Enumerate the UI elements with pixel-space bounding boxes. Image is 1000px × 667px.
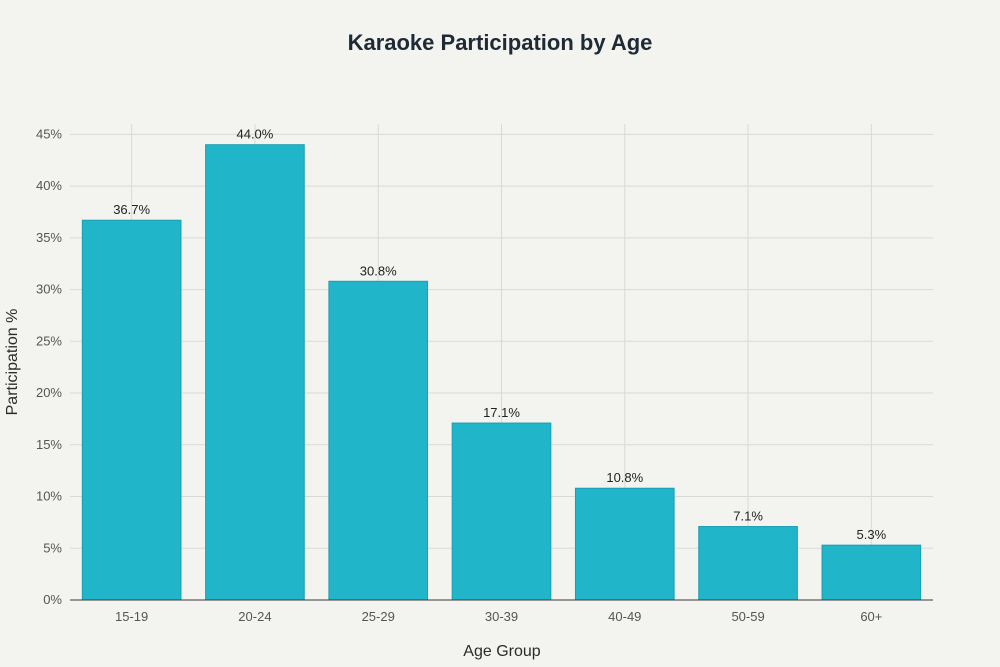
y-tick-label: 40% [36, 178, 62, 193]
bar [574, 487, 675, 601]
y-tick-label: 30% [36, 282, 62, 297]
bar [205, 144, 305, 601]
bars [81, 144, 922, 601]
x-tick-label: 20-24 [238, 609, 271, 624]
x-axis-ticks: 15-19 20-24 25-29 30-39 40-49 50-59 60+ [115, 609, 882, 624]
y-axis-title: Participation % [4, 309, 21, 416]
x-tick-label: 60+ [860, 609, 882, 624]
bar [81, 219, 182, 601]
y-tick-label: 35% [36, 230, 62, 245]
data-labels: 36.7% 44.0% 30.8% 17.1% 10.8% 7.1% 5.3% [113, 127, 886, 542]
bar-data-label: 30.8% [360, 263, 397, 278]
x-tick-label: 25-29 [362, 609, 395, 624]
y-tick-label: 10% [36, 489, 62, 504]
x-tick-label: 40-49 [608, 609, 641, 624]
bar [328, 280, 429, 601]
bar-data-label: 7.1% [733, 509, 763, 524]
bar [821, 544, 922, 601]
bar [451, 422, 552, 601]
x-tick-label: 15-19 [115, 609, 148, 624]
y-tick-label: 25% [36, 333, 62, 348]
y-tick-label: 5% [43, 540, 62, 555]
bar-data-label: 44.0% [236, 127, 273, 142]
bar-data-label: 5.3% [857, 527, 887, 542]
x-axis-title: Age Group [463, 643, 540, 660]
x-tick-label: 50-59 [731, 609, 764, 624]
y-tick-label: 0% [43, 592, 62, 607]
bar-data-label: 10.8% [606, 470, 643, 485]
y-tick-label: 45% [36, 126, 62, 141]
x-tick-label: 30-39 [485, 609, 518, 624]
bar [698, 526, 798, 601]
y-tick-label: 15% [36, 437, 62, 452]
bar-data-label: 36.7% [113, 202, 150, 217]
bar-data-label: 17.1% [483, 405, 520, 420]
chart-title: Karaoke Participation by Age [348, 30, 653, 55]
y-tick-label: 20% [36, 385, 62, 400]
y-axis-ticks: 0% 5% 10% 15% 20% 25% 30% 35% 40% 45% [36, 126, 62, 607]
